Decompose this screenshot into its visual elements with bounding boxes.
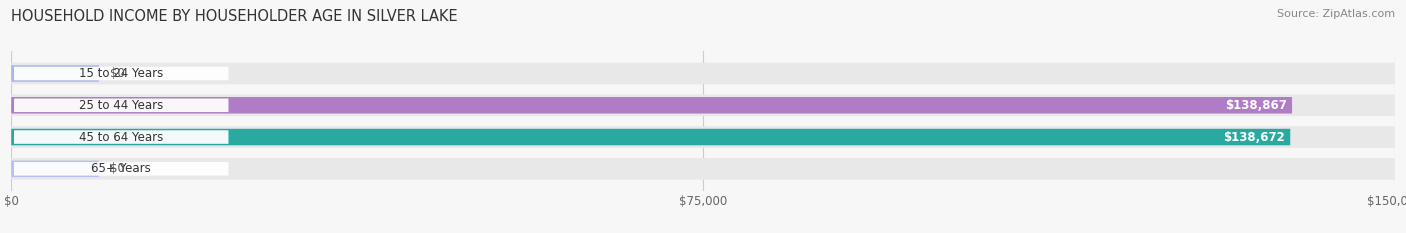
FancyBboxPatch shape [14, 67, 228, 80]
Text: $138,867: $138,867 [1225, 99, 1286, 112]
FancyBboxPatch shape [14, 99, 228, 112]
FancyBboxPatch shape [11, 158, 1395, 180]
FancyBboxPatch shape [11, 161, 98, 177]
Text: 15 to 24 Years: 15 to 24 Years [79, 67, 163, 80]
FancyBboxPatch shape [11, 129, 1291, 145]
FancyBboxPatch shape [14, 130, 228, 144]
Text: Source: ZipAtlas.com: Source: ZipAtlas.com [1277, 9, 1395, 19]
Text: HOUSEHOLD INCOME BY HOUSEHOLDER AGE IN SILVER LAKE: HOUSEHOLD INCOME BY HOUSEHOLDER AGE IN S… [11, 9, 458, 24]
Text: 65+ Years: 65+ Years [91, 162, 150, 175]
Text: 45 to 64 Years: 45 to 64 Years [79, 130, 163, 144]
FancyBboxPatch shape [11, 65, 98, 82]
FancyBboxPatch shape [14, 162, 228, 176]
FancyBboxPatch shape [11, 94, 1395, 116]
FancyBboxPatch shape [11, 63, 1395, 84]
Text: 25 to 44 Years: 25 to 44 Years [79, 99, 163, 112]
Text: $138,672: $138,672 [1223, 130, 1285, 144]
Text: $0: $0 [110, 162, 125, 175]
FancyBboxPatch shape [11, 97, 1292, 113]
Text: $0: $0 [110, 67, 125, 80]
FancyBboxPatch shape [11, 126, 1395, 148]
